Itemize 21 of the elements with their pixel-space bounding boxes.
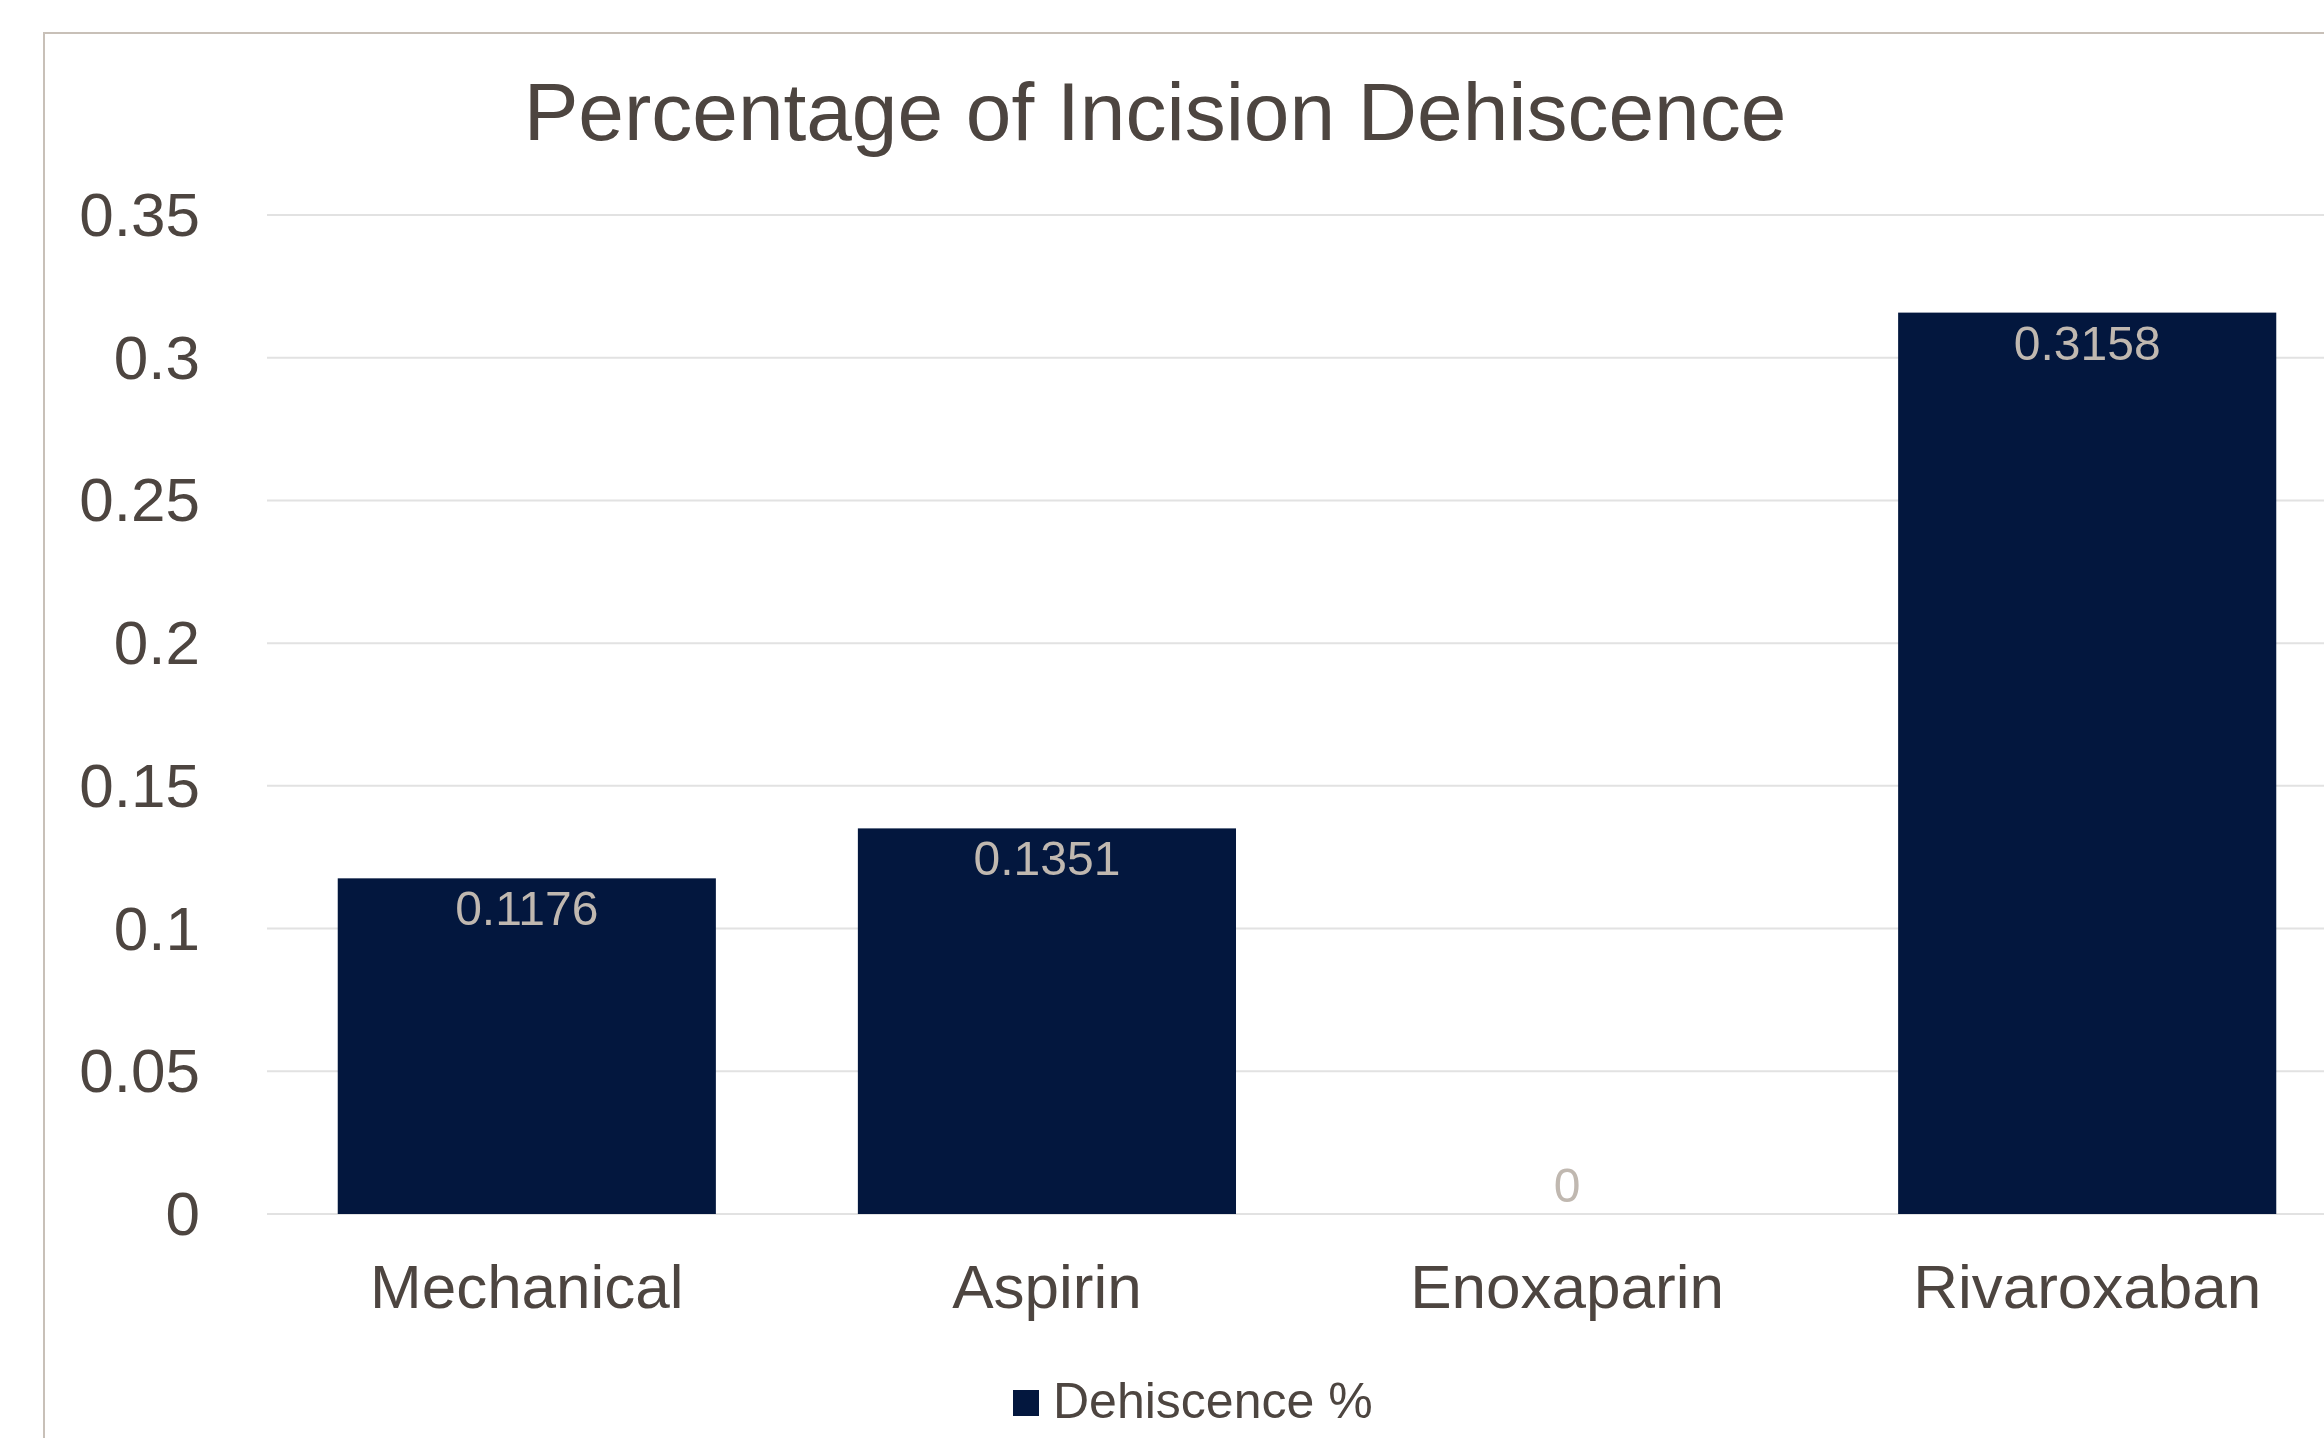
y-tick-label: 0.15	[79, 750, 200, 820]
bar	[337, 878, 716, 1214]
x-tick-label: Rivaroxaban	[1913, 1252, 2262, 1321]
data-label: 0.3158	[2013, 316, 2161, 370]
y-tick-label: 0.2	[113, 608, 200, 678]
x-tick-label: Aspirin	[952, 1252, 1142, 1321]
data-label: 0	[1553, 1159, 1581, 1212]
chart-title: Percentage of Incision Dehiscence	[523, 66, 1787, 157]
data-label: 0.1176	[455, 882, 599, 936]
x-tick-label: Enoxaparin	[1410, 1252, 1724, 1321]
y-tick-label: 0.35	[79, 180, 200, 249]
y-tick-label: 0.25	[79, 465, 200, 535]
x-tick-label: Mechanical	[370, 1252, 684, 1321]
legend-label: Dehiscence %	[1053, 1373, 1373, 1429]
y-tick-label: 0.1	[113, 893, 200, 963]
y-tick-label: 0.3	[113, 322, 200, 392]
data-label: 0.1351	[973, 832, 1121, 886]
bar	[857, 828, 1236, 1214]
y-tick-label: 0	[165, 1179, 200, 1248]
bar	[1898, 312, 2277, 1214]
y-tick-label: 0.05	[79, 1036, 200, 1106]
